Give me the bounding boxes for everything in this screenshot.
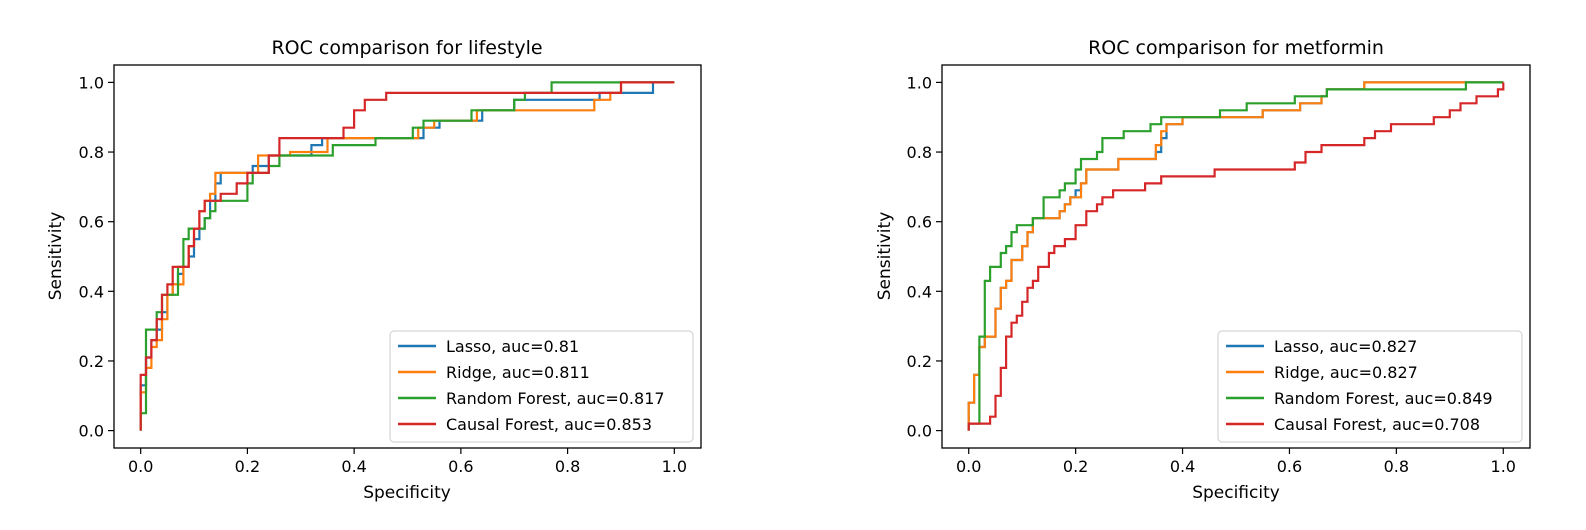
legend-label-3: Causal Forest, auc=0.853 xyxy=(446,415,652,434)
x-tick-label: 0.4 xyxy=(341,457,366,476)
y-tick-label: 0.4 xyxy=(79,282,104,301)
y-axis-label: Sensitivity xyxy=(875,212,895,301)
roc-panel-metformin: ROC comparison for metformin Specificity… xyxy=(875,37,1531,503)
x-tick-label: 1.0 xyxy=(1491,457,1516,476)
chart-title: ROC comparison for lifestyle xyxy=(271,37,542,59)
y-tick-label: 0.4 xyxy=(907,282,932,301)
x-tick-label: 0.2 xyxy=(1063,457,1088,476)
x-tick-label: 0.6 xyxy=(448,457,473,476)
y-tick-label: 0.2 xyxy=(79,352,104,371)
y-axis-label: Sensitivity xyxy=(46,212,66,301)
series-line-3 xyxy=(967,82,1505,431)
series-line-3 xyxy=(139,81,675,431)
y-tick-label: 0.8 xyxy=(79,143,104,162)
legend-label-1: Ridge, auc=0.827 xyxy=(1274,363,1418,382)
x-tick-label: 0.8 xyxy=(1384,457,1409,476)
plot-frame xyxy=(113,64,702,449)
legend-label-0: Lasso, auc=0.81 xyxy=(446,337,579,356)
roc-panel-lifestyle: ROC comparison for lifestyle Specificity… xyxy=(46,37,702,503)
y-tick-label: 0.8 xyxy=(907,143,932,162)
y-tick-label: 0.6 xyxy=(907,213,932,232)
legend-label-2: Random Forest, auc=0.817 xyxy=(446,389,665,408)
legend-box xyxy=(1217,330,1523,443)
series-line-2 xyxy=(967,81,1504,431)
x-tick-label: 0.0 xyxy=(128,457,153,476)
y-tick-label: 0.2 xyxy=(907,352,932,371)
legend-label-2: Random Forest, auc=0.849 xyxy=(1274,389,1493,408)
legend-label-1: Ridge, auc=0.811 xyxy=(446,363,590,382)
chart-title: ROC comparison for metformin xyxy=(1088,37,1384,59)
y-tick-label: 0.6 xyxy=(79,213,104,232)
series-group xyxy=(967,81,1505,431)
x-tick-label: 0.8 xyxy=(555,457,580,476)
legend: Lasso, auc=0.81 Ridge, auc=0.811 Random Fo… xyxy=(389,330,694,443)
x-axis-label: Specificity xyxy=(363,483,451,503)
x-tick-label: 0.4 xyxy=(1170,457,1195,476)
legend-label-0: Lasso, auc=0.827 xyxy=(1274,337,1417,356)
series-group xyxy=(139,81,675,431)
plot-frame xyxy=(941,64,1531,449)
x-axis-label: Specificity xyxy=(1192,483,1280,503)
y-tick-label: 0.0 xyxy=(907,422,932,441)
y-tick-label: 1.0 xyxy=(907,73,932,92)
x-tick-label: 1.0 xyxy=(662,457,687,476)
legend-label-3: Causal Forest, auc=0.708 xyxy=(1274,415,1480,434)
legend: Lasso, auc=0.827 Ridge, auc=0.827 Random F… xyxy=(1217,330,1523,443)
x-tick-label: 0.6 xyxy=(1277,457,1302,476)
x-tick-label: 0.0 xyxy=(956,457,981,476)
y-tick-label: 1.0 xyxy=(79,73,104,92)
x-tick-label: 0.2 xyxy=(235,457,260,476)
y-tick-label: 0.0 xyxy=(79,422,104,441)
legend-box xyxy=(389,330,694,443)
series-line-1 xyxy=(967,81,1504,431)
